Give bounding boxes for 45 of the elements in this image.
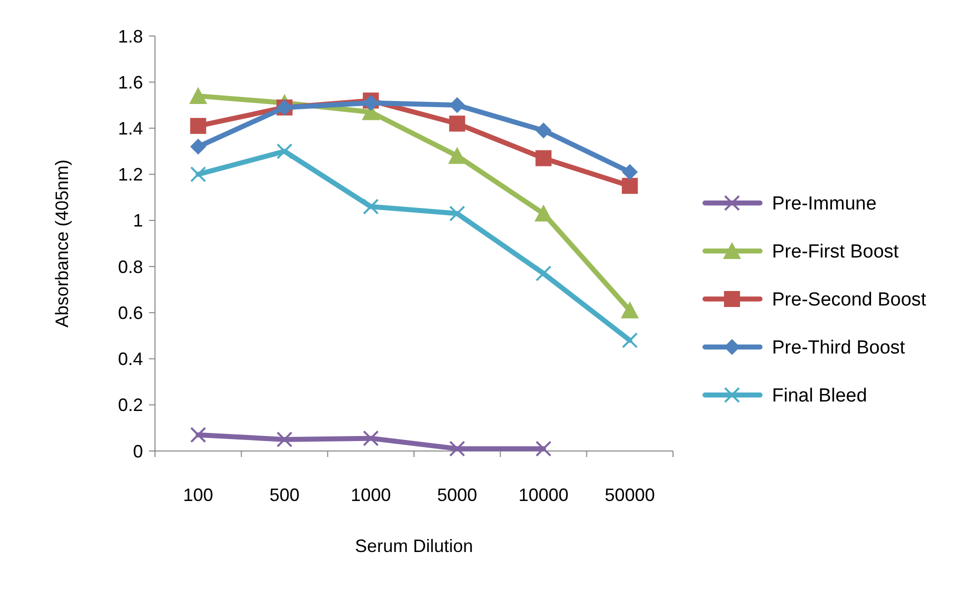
point [190, 138, 206, 155]
point [449, 206, 466, 222]
point [276, 431, 292, 448]
y-tick-label: 1.6 [118, 72, 143, 92]
y-tick-label: 0.8 [118, 256, 143, 277]
y-tick-label: 1 [132, 210, 143, 231]
point [190, 426, 206, 443]
point [622, 178, 638, 194]
x-tick-label: 10000 [518, 485, 569, 505]
point [362, 198, 379, 215]
point [534, 204, 552, 222]
point [276, 143, 292, 160]
x-tick-label: 500 [269, 485, 300, 505]
y-tick-label: 0.2 [118, 395, 143, 416]
point [189, 86, 208, 104]
legend-label: Pre-Third Boost [772, 338, 906, 359]
point [190, 166, 206, 182]
legend-label: Pre-Immune [772, 194, 877, 215]
point [448, 146, 466, 164]
y-tick-label: 0.4 [118, 349, 143, 370]
y-tick-label: 0 [132, 441, 143, 462]
point [449, 116, 466, 132]
point [536, 122, 552, 139]
point [536, 150, 552, 166]
y-tick-label: 1.8 [118, 26, 143, 46]
y-tick-label: 0.6 [118, 302, 143, 323]
point [449, 440, 466, 457]
legend-label: Pre-First Boost [772, 242, 900, 263]
x-tick-label: 5000 [437, 485, 478, 505]
x-axis-title: Serum Dilution [354, 536, 474, 556]
point [362, 430, 379, 446]
point [622, 164, 638, 180]
point [622, 332, 638, 348]
legend-label: Final Bleed [772, 386, 868, 407]
point [536, 265, 552, 282]
point [620, 301, 639, 318]
y-axis-title: Absorbance (405nm) [52, 159, 72, 328]
point [190, 118, 206, 134]
x-tick-label: 1000 [350, 485, 391, 505]
x-tick-label: 50000 [604, 485, 655, 505]
y-tick-label: 1.4 [118, 118, 143, 139]
legend-label: Pre-Second Boost [772, 290, 927, 311]
y-tick-label: 1.2 [118, 164, 143, 185]
x-tick-label: 100 [183, 485, 214, 505]
point [536, 440, 552, 457]
